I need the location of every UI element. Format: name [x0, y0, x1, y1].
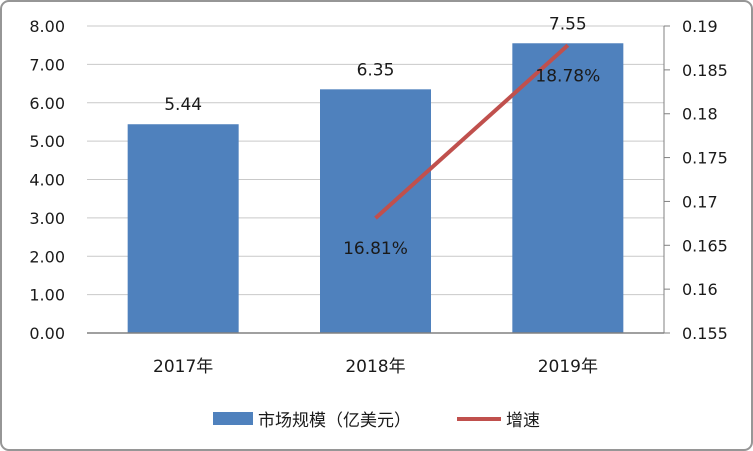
- bar-2019年: [512, 43, 624, 334]
- left-axis-tick-label: 7.00: [29, 55, 65, 74]
- line-label-2018年: 16.81%: [343, 239, 408, 259]
- legend-line-growth: [457, 416, 501, 421]
- x-axis-label-2018年: 2018年: [345, 357, 405, 377]
- left-axis-tick-label: 3.00: [29, 209, 65, 228]
- bar-label-2018年: 6.35: [357, 60, 395, 80]
- legend-item-growth: 增速: [457, 406, 540, 431]
- left-axis-tick-label: 2.00: [29, 247, 65, 266]
- left-axis-tick-label: 0.00: [29, 324, 65, 343]
- chart-legend: 市场规模（亿美元） 增速: [2, 406, 751, 431]
- bar-label-2019年: 7.55: [549, 14, 587, 34]
- x-axis-label-2017年: 2017年: [153, 357, 213, 377]
- left-axis-tick-label: 1.00: [29, 286, 65, 305]
- legend-label-market-size: 市场规模（亿美元）: [258, 411, 411, 431]
- x-axis-label-2019年: 2019年: [538, 357, 598, 377]
- line-label-2019年: 18.78%: [535, 66, 600, 86]
- right-axis-tick-label: 0.18: [682, 105, 718, 124]
- bar-2017年: [127, 124, 239, 334]
- left-axis-tick-label: 4.00: [29, 171, 65, 190]
- left-axis-tick-label: 6.00: [29, 94, 65, 113]
- right-axis-tick-label: 0.165: [682, 236, 728, 255]
- legend-label-growth: 增速: [506, 411, 540, 431]
- legend-item-market-size: 市场规模（亿美元）: [213, 406, 411, 431]
- right-axis-tick-label: 0.17: [682, 192, 718, 211]
- bar-2018年: [320, 89, 431, 333]
- growth-line: [374, 43, 570, 220]
- right-axis-tick-label: 0.19: [682, 17, 718, 36]
- right-axis-tick-label: 0.16: [682, 280, 718, 299]
- right-axis-tick-label: 0.155: [682, 324, 728, 343]
- right-axis-tick-label: 0.175: [682, 149, 728, 168]
- left-axis-tick-label: 5.00: [29, 132, 65, 151]
- left-axis-tick-label: 8.00: [29, 17, 65, 36]
- bar-label-2017年: 5.44: [164, 95, 202, 115]
- legend-swatch-market-size: [213, 412, 253, 425]
- right-axis-tick-label: 0.185: [682, 61, 728, 80]
